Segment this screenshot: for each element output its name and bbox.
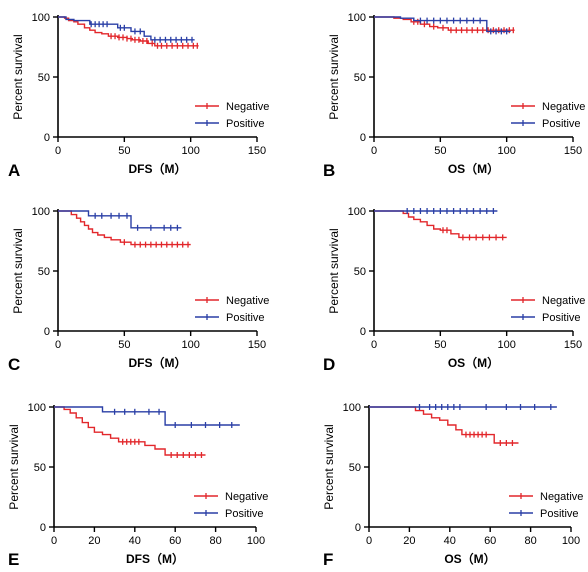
x-tick-label: 0 xyxy=(371,145,377,157)
x-tick-label: 50 xyxy=(434,145,446,157)
x-tick-label: 100 xyxy=(181,339,199,351)
y-tick-label: 0 xyxy=(360,326,366,338)
legend-label: Positive xyxy=(226,118,265,130)
x-tick-label: 100 xyxy=(562,535,580,547)
survival-curve-positive xyxy=(58,16,195,41)
y-axis-label: Percent survival xyxy=(327,34,341,119)
y-tick-label: 50 xyxy=(38,266,50,278)
legend-label: Positive xyxy=(542,118,581,130)
legend-label: Negative xyxy=(226,101,269,113)
legend-label: Negative xyxy=(226,295,269,307)
x-tick-label: 100 xyxy=(247,535,265,547)
x-axis-label: DFS（M） xyxy=(129,161,187,176)
x-tick-label: 50 xyxy=(118,145,130,157)
survival-curve-negative xyxy=(58,210,191,246)
x-axis-label: OS（M） xyxy=(448,355,499,370)
legend-label: Positive xyxy=(226,312,265,324)
y-tick-label: 100 xyxy=(343,402,361,414)
x-tick-label: 0 xyxy=(371,339,377,351)
survival-curve-negative xyxy=(58,16,199,47)
y-tick-label: 50 xyxy=(354,266,366,278)
x-tick-label: 150 xyxy=(564,145,582,157)
x-tick-label: 100 xyxy=(181,145,199,157)
legend-label: Positive xyxy=(225,508,264,520)
y-axis-label: Percent survival xyxy=(327,228,341,313)
x-tick-label: 150 xyxy=(564,339,582,351)
x-tick-label: 20 xyxy=(403,535,415,547)
y-tick-label: 50 xyxy=(354,72,366,84)
legend-label: Negative xyxy=(542,295,585,307)
legend-label: Positive xyxy=(542,312,581,324)
panel-b: 0 50 100 0 50 100 150 Percent survival OS（M） Nega… xyxy=(323,12,585,180)
y-axis-label: Percent survival xyxy=(322,424,336,509)
x-tick-label: 0 xyxy=(51,535,57,547)
x-tick-label: 40 xyxy=(444,535,456,547)
x-tick-label: 40 xyxy=(129,535,141,547)
survival-curve-negative xyxy=(374,210,507,239)
x-tick-label: 100 xyxy=(497,339,515,351)
panel-label: C xyxy=(8,355,20,374)
x-tick-label: 0 xyxy=(366,535,372,547)
survival-curve-positive xyxy=(58,210,182,229)
x-tick-label: 0 xyxy=(55,339,61,351)
y-axis-label: Percent survival xyxy=(11,228,25,313)
y-tick-label: 100 xyxy=(32,206,50,218)
panel-label: B xyxy=(323,161,335,180)
y-tick-label: 0 xyxy=(44,132,50,144)
panel-e: 0 50 100 0 20 40 60 80 100 Percent survival DFS（M）… xyxy=(7,402,268,569)
y-axis-label: Percent survival xyxy=(11,34,25,119)
survival-curve-positive xyxy=(54,406,240,426)
x-tick-label: 0 xyxy=(55,145,61,157)
x-tick-label: 60 xyxy=(484,535,496,547)
panel-label: E xyxy=(8,550,19,569)
x-tick-label: 150 xyxy=(248,339,266,351)
legend-label: Negative xyxy=(225,491,268,503)
y-tick-label: 100 xyxy=(348,206,366,218)
x-tick-label: 60 xyxy=(169,535,181,547)
y-tick-label: 100 xyxy=(32,12,50,24)
y-tick-label: 0 xyxy=(355,522,361,534)
panel-c: 0 50 100 0 50 100 150 Percent survival DFS（M） Neg… xyxy=(8,206,269,374)
panel-label: D xyxy=(323,355,335,374)
y-tick-label: 50 xyxy=(349,462,361,474)
x-tick-label: 50 xyxy=(118,339,130,351)
survival-curve-negative xyxy=(369,406,519,444)
legend-label: Negative xyxy=(542,101,585,113)
x-axis-label: OS（M） xyxy=(444,551,495,566)
x-tick-label: 80 xyxy=(524,535,536,547)
x-tick-label: 20 xyxy=(88,535,100,547)
x-axis-label: DFS（M） xyxy=(126,551,184,566)
x-tick-label: 50 xyxy=(434,339,446,351)
y-axis-label: Percent survival xyxy=(7,424,21,509)
x-axis-label: OS（M） xyxy=(448,161,499,176)
y-tick-label: 50 xyxy=(38,72,50,84)
panel-label: F xyxy=(323,550,333,569)
legend-label: Negative xyxy=(540,491,583,503)
x-tick-label: 150 xyxy=(248,145,266,157)
y-tick-label: 0 xyxy=(44,326,50,338)
y-tick-label: 0 xyxy=(360,132,366,144)
y-tick-label: 100 xyxy=(28,402,46,414)
x-axis-label: DFS（M） xyxy=(129,355,187,370)
survival-curve-positive xyxy=(374,16,511,33)
x-tick-label: 100 xyxy=(497,145,515,157)
panel-f: 0 50 100 0 20 40 60 80 100 Percent survival OS（M） N… xyxy=(322,402,583,569)
panel-label: A xyxy=(8,161,20,180)
survival-curve-negative xyxy=(54,406,206,456)
panel-d: 0 50 100 0 50 100 150 Percent survival OS（M） Nega… xyxy=(323,206,585,374)
x-tick-label: 80 xyxy=(209,535,221,547)
y-tick-label: 100 xyxy=(348,12,366,24)
legend-label: Positive xyxy=(540,508,579,520)
y-tick-label: 50 xyxy=(34,462,46,474)
panel-a: 0 50 100 0 50 100 150 Percent survival DFS（M） Neg… xyxy=(8,12,269,180)
y-tick-label: 0 xyxy=(40,522,46,534)
